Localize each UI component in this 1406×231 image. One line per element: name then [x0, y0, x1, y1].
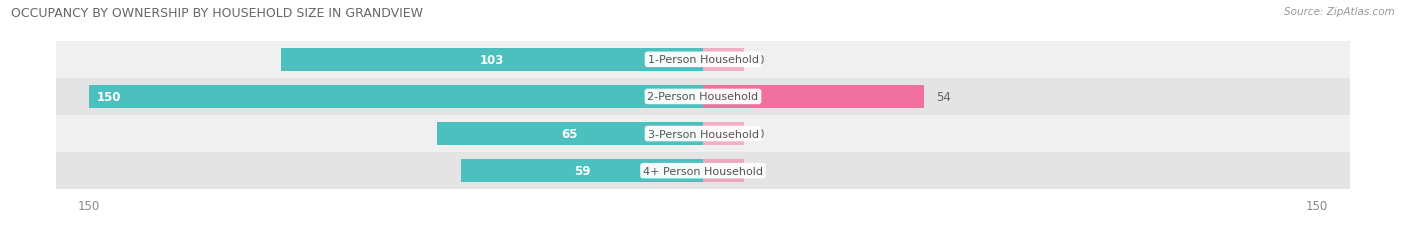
Bar [281, 49, 703, 72]
Text: 1-Person Household: 1-Person Household [648, 55, 758, 65]
Bar [56, 79, 1350, 116]
Text: 0: 0 [756, 54, 763, 67]
Bar [703, 49, 744, 72]
Text: 0: 0 [756, 128, 763, 140]
Text: 4+ Person Household: 4+ Person Household [643, 166, 763, 176]
Bar [703, 85, 924, 109]
Bar [56, 152, 1350, 189]
Bar [89, 85, 703, 109]
Text: 3-Person Household: 3-Person Household [648, 129, 758, 139]
Text: 0: 0 [756, 164, 763, 177]
Text: 59: 59 [574, 164, 591, 177]
Bar [437, 122, 703, 146]
Text: 65: 65 [562, 128, 578, 140]
Bar [56, 116, 1350, 152]
Text: 103: 103 [479, 54, 505, 67]
Bar [461, 159, 703, 182]
Text: Source: ZipAtlas.com: Source: ZipAtlas.com [1284, 7, 1395, 17]
Text: 150: 150 [97, 91, 122, 103]
Bar [703, 122, 744, 146]
Text: OCCUPANCY BY OWNERSHIP BY HOUSEHOLD SIZE IN GRANDVIEW: OCCUPANCY BY OWNERSHIP BY HOUSEHOLD SIZE… [11, 7, 423, 20]
Text: 54: 54 [936, 91, 952, 103]
Bar [56, 42, 1350, 79]
Bar [703, 159, 744, 182]
Text: 2-Person Household: 2-Person Household [647, 92, 759, 102]
